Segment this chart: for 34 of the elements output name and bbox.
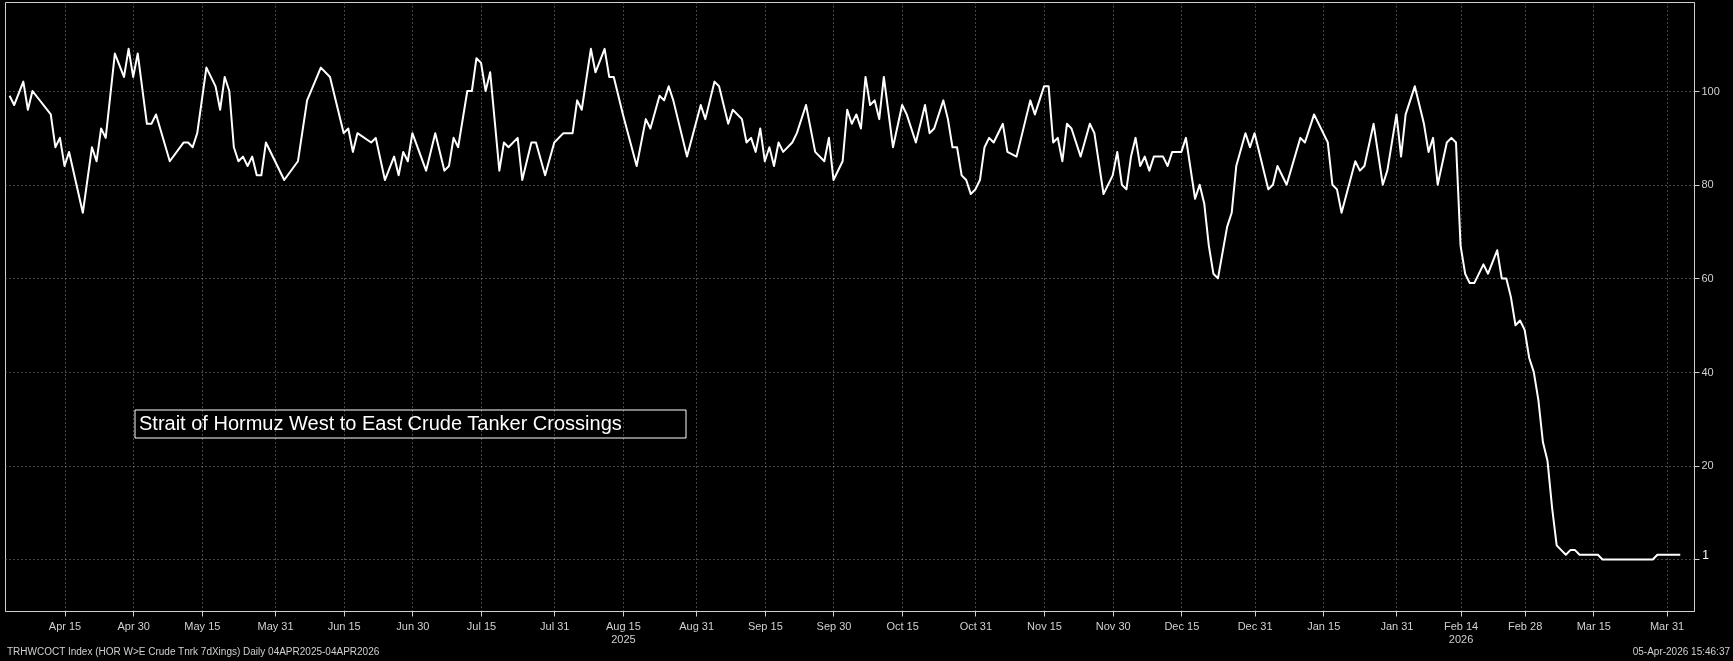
x-tick-label: Jul 31 [540,619,570,632]
text: TRHWCOCT Index (HOR W>E Crude Tnrk 7dXings) Daily 04APR2025-04APR2026 [7,646,380,657]
line-series [8,47,1682,561]
x-tick-label: Jan 31 [1380,619,1414,632]
y-tick-label: 80 [1701,178,1714,191]
x-tick-label: Dec 31 [1237,619,1273,632]
y-tick-label: 40 [1701,365,1714,378]
x-tick-label: Apr 30 [117,619,150,632]
x-tick-label: Sep 15 [747,619,783,632]
x-tick-label: Apr 15 [48,619,82,632]
y-tick-label: 20 [1701,459,1714,472]
x-tick-label: Mar 31 [1649,619,1685,632]
text: Strait of Hormuz West to East Crude Tanker Crossings [139,412,622,434]
x-tick-label: Sep 30 [816,619,852,632]
x-tick-label: Aug 31 [679,619,715,632]
x-tick-label: Mar 15 [1576,619,1611,632]
x-tick-label: Oct 31 [959,619,993,632]
x-tick-label: May 15 [184,619,221,632]
y-tick-label: 60 [1701,271,1714,284]
text: 05-Apr-2026 15:46:37 [1632,646,1731,657]
x-tick-label: Aug 15 2025 [605,619,641,645]
x-tick-label: Dec 15 [1164,619,1200,632]
x-tick-label: Jan 15 [1307,619,1341,632]
x-tick-label: Nov 30 [1095,619,1131,632]
x-tick-label: Oct 15 [886,619,919,632]
y-tick-label: 100 [1701,84,1720,97]
x-tick-label: Feb 14 2026 [1443,619,1479,645]
x-tick-label: Jul 15 [466,619,497,632]
x-tick-label: Jun 30 [396,619,430,632]
x-tick-label: Nov 15 [1027,619,1062,632]
x-tick-label: May 31 [257,619,294,632]
annotation: 1 [1702,547,1710,562]
x-tick-label: Feb 28 [1508,619,1543,632]
x-tick-label: Jun 15 [327,619,361,632]
